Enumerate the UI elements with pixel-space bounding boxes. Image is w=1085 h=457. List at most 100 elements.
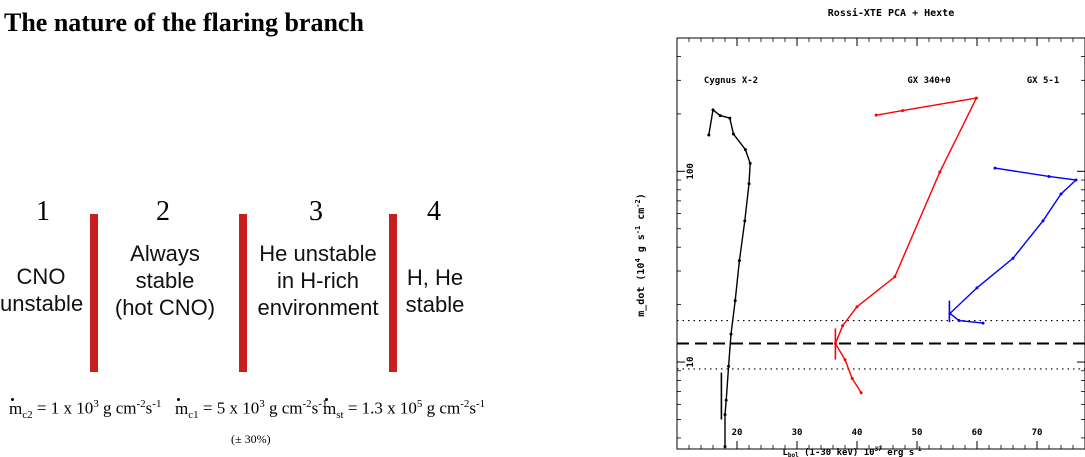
y-axis-label: m_dot (104 g s-1 cm-2) bbox=[634, 193, 647, 316]
data-point-gx-340-0 bbox=[974, 96, 978, 100]
mdot-unit-a: g cm bbox=[264, 398, 303, 418]
mdot-exponent: 5 bbox=[416, 398, 423, 410]
data-point-cygnus-x-2 bbox=[733, 299, 737, 303]
data-point-gx-5-1 bbox=[1059, 192, 1063, 196]
mdot-mantissa: = 5 x 10 bbox=[202, 398, 260, 418]
data-point-cygnus-x-2 bbox=[747, 182, 751, 186]
regime-3-line-1: He unstable bbox=[259, 241, 377, 266]
y-label-mid: g s bbox=[636, 234, 647, 258]
plot-frame bbox=[676, 37, 1085, 450]
mdot-unit-a: g cm bbox=[98, 398, 137, 418]
series-line-gx-5-1 bbox=[948, 167, 1078, 324]
mdot-unit-b-exp: -1 bbox=[318, 398, 328, 410]
regime-number-3: 3 bbox=[309, 196, 323, 227]
regime-number-4: 4 bbox=[427, 196, 441, 227]
data-point-cygnus-x-2 bbox=[723, 413, 727, 417]
y-label-tail-exp: -2 bbox=[634, 199, 642, 207]
mdot-unit-b-exp: -1 bbox=[152, 398, 162, 410]
data-point-cygnus-x-2 bbox=[718, 114, 722, 118]
chart-title: Rossi-XTE PCA + Hexte bbox=[828, 7, 954, 19]
data-point-gx-340-0 bbox=[938, 170, 942, 174]
data-point-gx-5-1 bbox=[1047, 174, 1051, 178]
x-tick-label-50: 50 bbox=[912, 428, 923, 438]
regime-2-line-3: (hot CNO) bbox=[114, 295, 216, 320]
mdot-unit-b: s bbox=[469, 398, 476, 418]
data-point-gx-340-0 bbox=[874, 113, 878, 117]
data-point-cygnus-x-2 bbox=[729, 332, 733, 336]
x-tick-label-30: 30 bbox=[792, 428, 803, 438]
threshold-mdot-st: mst = 1.3 x 105 g cm-2s-1 bbox=[323, 397, 486, 421]
regime-3-line-3: environment bbox=[257, 295, 379, 320]
data-point-gx-340-0 bbox=[855, 305, 859, 309]
mdot-luminosity-chart: Rossi-XTE PCA + Hexte Cygnus X-2 GX 340+0… bbox=[634, 7, 1085, 457]
series-label-gx-5-1: GX 5-1 bbox=[1027, 76, 1060, 86]
data-point-gx-5-1 bbox=[993, 166, 997, 170]
mdot-unit-b-exp: -1 bbox=[476, 398, 486, 410]
x-tick-label-20: 20 bbox=[732, 428, 743, 438]
data-point-gx-5-1 bbox=[957, 319, 961, 323]
y-tick-label-10: 10 bbox=[686, 357, 696, 368]
regime-1-line-2: unstable bbox=[0, 291, 84, 316]
mdot-unit-b: s bbox=[145, 398, 153, 418]
regime-number-2: 2 bbox=[156, 196, 170, 227]
regime-2-line-1: Always bbox=[130, 241, 200, 266]
mdot-exponent: 3 bbox=[93, 398, 99, 410]
mdot-subscript: c1 bbox=[188, 409, 199, 422]
data-point-gx-340-0 bbox=[843, 358, 847, 362]
x-label-rest: (1-30 keV) 10 bbox=[799, 448, 875, 457]
data-point-cygnus-x-2 bbox=[711, 108, 715, 112]
y-label-tail: cm bbox=[636, 208, 647, 226]
data-point-gx-340-0 bbox=[901, 109, 905, 113]
x-label-sub: bol bbox=[788, 452, 799, 457]
data-point-cygnus-x-2 bbox=[748, 161, 752, 165]
mdot-symbol: m bbox=[9, 397, 23, 418]
x-label-tail: erg s bbox=[882, 448, 915, 457]
data-point-cygnus-x-2 bbox=[728, 116, 732, 120]
data-point-gx-5-1 bbox=[981, 321, 985, 325]
mdot-unit-b: s bbox=[311, 398, 319, 418]
regime-label-3: He unstable in H-rich environment bbox=[252, 240, 384, 321]
mdot-unit-a-exp: -2 bbox=[460, 398, 470, 410]
regime-3-line-2: in H-rich bbox=[277, 268, 359, 293]
boundary-bar-c2 bbox=[90, 214, 98, 372]
mdot-mantissa: = 1 x 10 bbox=[36, 398, 94, 418]
mdot-unit-a: g cm bbox=[422, 398, 461, 418]
x-label-symbol: L bbox=[782, 448, 788, 457]
mdot-symbol: m bbox=[323, 397, 337, 418]
x-tick-label-70: 70 bbox=[1032, 428, 1043, 438]
series-label-cygnus-x-2: Cygnus X-2 bbox=[704, 76, 758, 86]
x-axis-label: Lbol (1-30 keV) 1037 erg s-1 bbox=[782, 446, 921, 457]
data-point-gx-340-0 bbox=[850, 376, 854, 380]
mdot-subscript: c2 bbox=[22, 409, 33, 422]
threshold-mdot-c2: mc2 = 1 x 103 g cm-2s-1 bbox=[9, 397, 162, 422]
boundary-bar-c1 bbox=[239, 214, 247, 372]
data-point-cygnus-x-2 bbox=[707, 133, 711, 137]
axis-ticks: 20 30 40 50 60 70 10 100 bbox=[677, 38, 1085, 449]
data-point-gx-5-1 bbox=[1074, 178, 1078, 182]
regime-label-4: H, He stable bbox=[398, 264, 472, 318]
regime-label-2: Always stable (hot CNO) bbox=[105, 240, 225, 321]
y-tick-label-100: 100 bbox=[686, 163, 696, 179]
plot-area: Cygnus X-2 GX 340+0 GX 5-1 bbox=[677, 76, 1085, 449]
y-label-main: m_dot (10 bbox=[636, 263, 647, 317]
data-point-cygnus-x-2 bbox=[737, 259, 741, 263]
y-label-exp: 4 bbox=[634, 258, 642, 262]
series-line-gx-340-0 bbox=[834, 97, 978, 394]
data-point-cygnus-x-2 bbox=[743, 219, 747, 223]
regime-1-line-1: CNO bbox=[16, 264, 66, 289]
data-point-gx-340-0 bbox=[893, 275, 897, 279]
regime-2-line-2: stable bbox=[135, 268, 195, 293]
data-point-cygnus-x-2 bbox=[724, 398, 728, 402]
data-point-cygnus-x-2 bbox=[731, 132, 735, 136]
y-label-mid-exp: -1 bbox=[634, 226, 642, 234]
regime-number-1: 1 bbox=[36, 196, 50, 227]
data-point-gx-340-0 bbox=[859, 391, 863, 395]
x-label-tail-exp: -1 bbox=[914, 446, 922, 453]
y-label-close: ) bbox=[636, 193, 647, 199]
regime-4-line-2: stable bbox=[405, 292, 465, 317]
data-point-cygnus-x-2 bbox=[743, 148, 747, 152]
threshold-mdot-c1: mc1 = 5 x 103 g cm-2s-1 bbox=[175, 397, 328, 422]
slide-title: The nature of the flaring branch bbox=[4, 8, 364, 37]
series-line-cygnus-x-2 bbox=[708, 108, 751, 447]
mdot-exponent: 3 bbox=[259, 398, 265, 410]
